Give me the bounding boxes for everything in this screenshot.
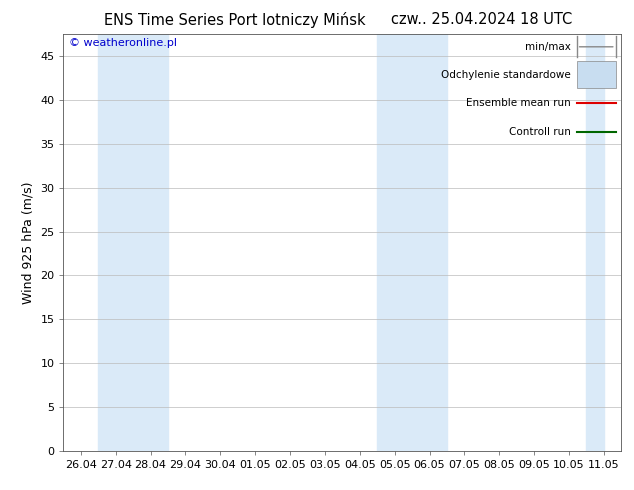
Text: min/max: min/max — [525, 42, 571, 52]
Text: czw.. 25.04.2024 18 UTC: czw.. 25.04.2024 18 UTC — [391, 12, 573, 27]
Y-axis label: Wind 925 hPa (m/s): Wind 925 hPa (m/s) — [22, 181, 35, 304]
FancyBboxPatch shape — [577, 61, 616, 88]
Text: Ensemble mean run: Ensemble mean run — [467, 98, 571, 108]
Bar — [98, 34, 168, 451]
Text: Odchylenie standardowe: Odchylenie standardowe — [441, 70, 571, 80]
Text: ENS Time Series Port lotniczy Mińsk: ENS Time Series Port lotniczy Mińsk — [104, 12, 365, 28]
Text: © weatheronline.pl: © weatheronline.pl — [69, 38, 177, 49]
Text: Controll run: Controll run — [509, 127, 571, 137]
Bar — [586, 34, 604, 451]
Bar — [377, 34, 447, 451]
